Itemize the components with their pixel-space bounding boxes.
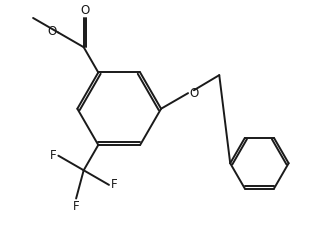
Text: F: F [73,200,79,214]
Text: F: F [111,178,117,191]
Text: F: F [50,149,56,162]
Text: O: O [47,25,56,38]
Text: O: O [80,4,89,17]
Text: O: O [189,87,198,100]
